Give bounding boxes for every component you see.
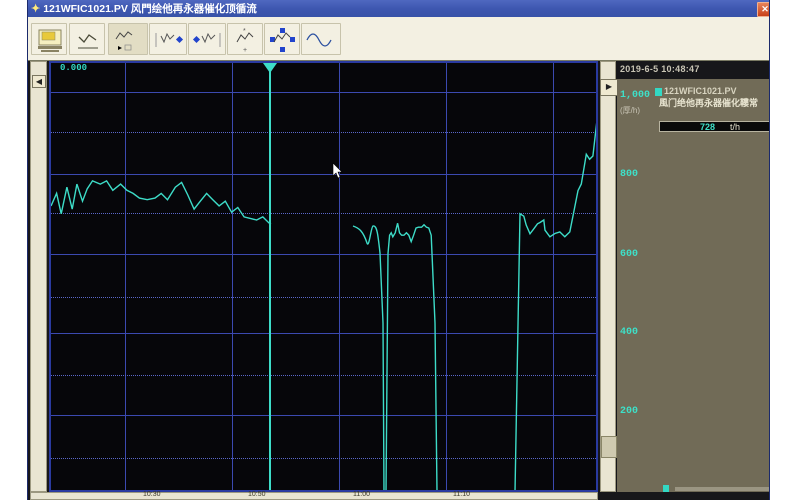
svg-text:*: * xyxy=(243,28,246,35)
svg-text:+: + xyxy=(243,47,247,54)
